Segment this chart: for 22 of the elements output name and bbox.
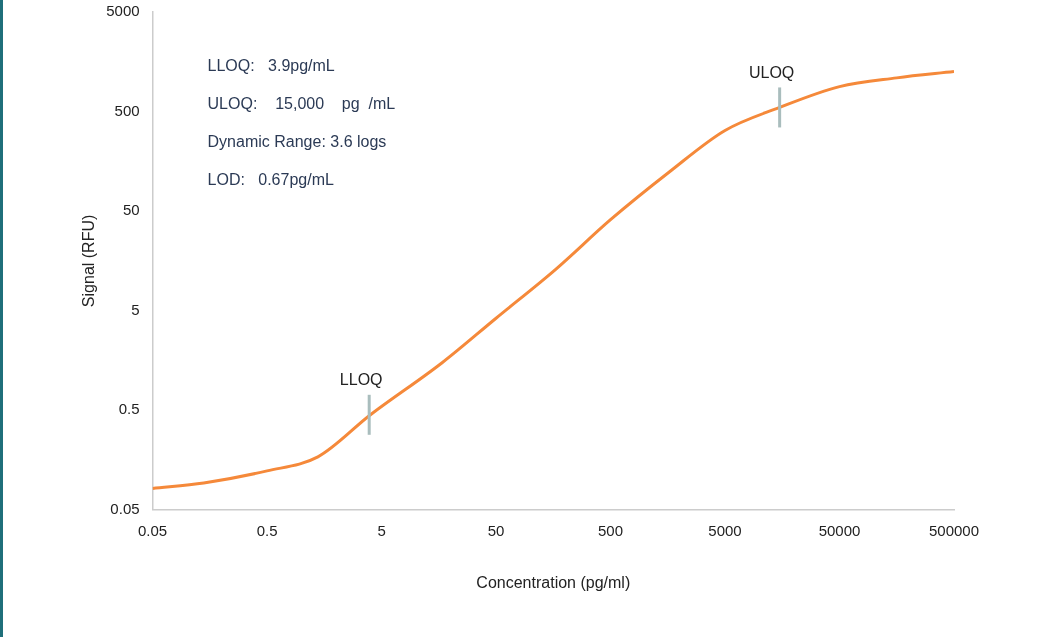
y-tick-label: 0.05 xyxy=(110,499,140,517)
y-tick-label: 5 xyxy=(131,300,140,318)
x-tick-label: 50000 xyxy=(818,521,861,539)
x-tick-label: 5000 xyxy=(708,521,742,539)
x-tick-label: 500000 xyxy=(928,521,980,539)
x-tick-label: 0.05 xyxy=(137,521,168,539)
annotation: Dynamic Range: 3.6 logs xyxy=(207,133,387,151)
x-tick-label: 500 xyxy=(598,521,624,539)
x-tick-label: 50 xyxy=(487,521,505,539)
y-tick-label: 50 xyxy=(122,201,140,219)
x-tick-label: 0.5 xyxy=(256,521,278,539)
y-axis-title: Signal (RFU) xyxy=(80,214,98,308)
annotation: LLOQ xyxy=(339,371,383,389)
annotation: ULOQ: 15,000 pg /mL xyxy=(207,95,396,113)
x-axis-title: Concentration (pg/ml) xyxy=(476,573,631,591)
y-tick-label: 0.5 xyxy=(118,400,140,418)
annotation: LOD: 0.67pg/mL xyxy=(207,171,334,189)
annotation: LLOQ: 3.9pg/mL xyxy=(207,57,335,75)
y-tick-label: 5000 xyxy=(106,2,140,20)
x-tick-label: 5 xyxy=(377,521,386,539)
annotation: ULOQ xyxy=(748,63,795,81)
y-tick-label: 500 xyxy=(114,101,140,119)
